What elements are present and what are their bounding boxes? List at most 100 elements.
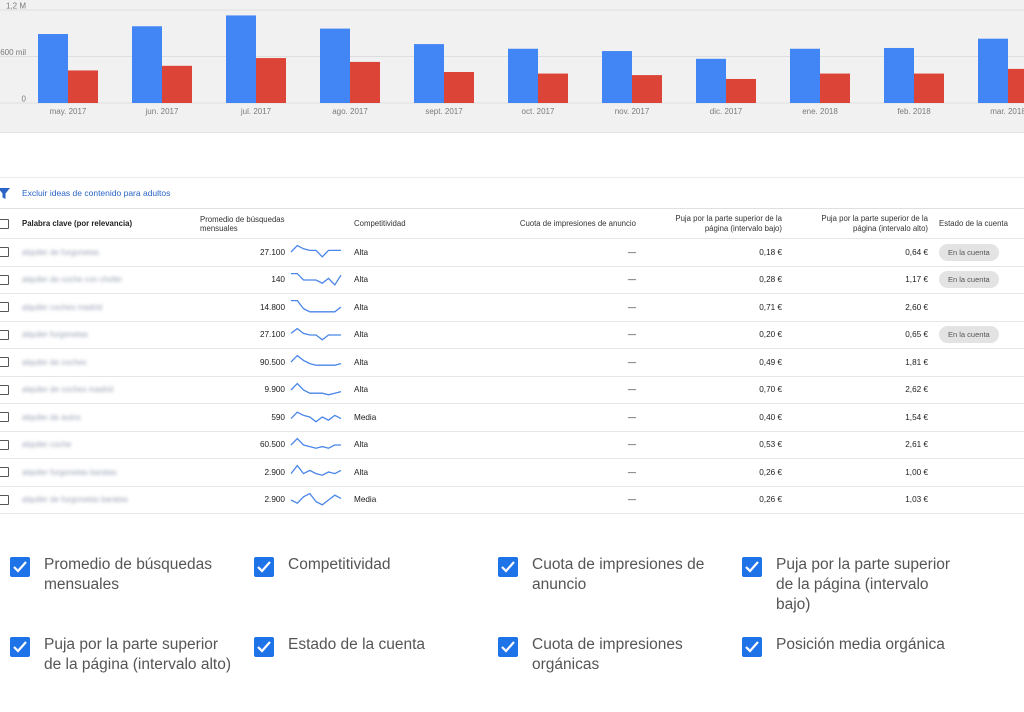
column-option[interactable]: Estado de la cuenta <box>254 635 478 657</box>
column-option[interactable]: Puja por la parte superior de la página … <box>10 635 234 675</box>
column-option[interactable]: Competitividad <box>254 555 478 577</box>
table-row[interactable]: alquiler de coches madrid 9.900 Alta — 0,70 … <box>0 377 1024 404</box>
header-keyword[interactable]: Palabra clave (por relevancia) <box>22 209 202 238</box>
bar-series-1[interactable] <box>696 58 726 103</box>
table-header-row: Palabra clave (por relevancia) Promedio … <box>0 209 1024 239</box>
sparkline-line <box>290 411 342 423</box>
bar-series-2[interactable] <box>538 73 568 103</box>
row-checkbox[interactable] <box>0 247 9 258</box>
header-competition[interactable]: Competitividad <box>354 209 434 238</box>
column-option-label: Cuota de impresiones orgánicas <box>532 636 683 673</box>
keyword-cell[interactable]: alquiler de autos <box>22 404 202 431</box>
sparkline-line <box>290 354 342 367</box>
header-account-status[interactable]: Estado de la cuenta <box>939 209 1024 238</box>
table-row[interactable]: alquiler coches madrid 14.800 Alta — 0,71 € 2… <box>0 294 1024 322</box>
row-checkbox[interactable] <box>0 302 9 313</box>
avg-searches-value: 14.800 <box>259 302 285 312</box>
bar-series-2[interactable] <box>632 75 662 103</box>
bar-series-1[interactable] <box>132 26 162 103</box>
x-tick-label: dic. 2017 <box>710 107 743 116</box>
avg-searches-cell: 590 <box>200 404 285 431</box>
exclude-adult-ideas-link[interactable]: Excluir ideas de contenido para adultos <box>22 188 171 198</box>
bar-series-2[interactable] <box>256 58 286 103</box>
impression-share-cell: — <box>440 404 636 431</box>
bar-series-2[interactable] <box>914 73 944 103</box>
bar-series-2[interactable] <box>350 61 380 103</box>
check-icon <box>745 641 759 653</box>
checkbox-checked-icon[interactable] <box>10 637 30 657</box>
column-option[interactable]: Posición media orgánica <box>742 635 966 657</box>
x-tick-label: ene. 2018 <box>802 107 838 116</box>
trend-sparkline <box>289 487 345 514</box>
keyword-cell[interactable]: alquiler furgonetas baratas <box>22 459 202 486</box>
column-option[interactable]: Promedio de búsquedas mensuales <box>10 555 234 595</box>
column-option-label: Promedio de búsquedas mensuales <box>44 556 213 593</box>
sparkline-svg <box>290 245 341 258</box>
row-checkbox[interactable] <box>0 412 9 423</box>
bid-low-cell: 0,70 € <box>640 377 782 404</box>
bar-series-2[interactable] <box>162 65 192 103</box>
checkbox-checked-icon[interactable] <box>254 557 274 577</box>
header-impression-share[interactable]: Cuota de impresiones de anuncio <box>440 209 636 238</box>
row-checkbox[interactable] <box>0 274 9 285</box>
bar-series-1[interactable] <box>508 48 538 103</box>
header-bid-low[interactable]: Puja por la parte superior de la página (… <box>640 209 782 238</box>
table-row[interactable]: alquiler furgonetas baratas 2.900 Alta — 0,2… <box>0 459 1024 487</box>
row-checkbox[interactable] <box>0 357 9 368</box>
bar-series-1[interactable] <box>38 34 68 103</box>
table-row[interactable]: alquiler furgonetas 27.100 Alta — 0,20 € 0,65… <box>0 322 1024 349</box>
table-row[interactable]: alquiler de furgonetas 27.100 Alta — 0,18 € 0… <box>0 239 1024 267</box>
check-icon <box>257 641 271 653</box>
table-row[interactable]: alquiler coche 60.500 Alta — 0,53 € 2,61 € <box>0 432 1024 459</box>
filter-icon[interactable] <box>0 188 10 200</box>
bar-series-1[interactable] <box>226 15 256 103</box>
keyword-cell[interactable]: alquiler de coches madrid <box>22 377 202 404</box>
bar-series-2[interactable] <box>68 70 98 103</box>
select-all-checkbox[interactable] <box>0 218 9 229</box>
column-option[interactable]: Cuota de impresiones de anuncio <box>498 555 722 595</box>
bar-series-2[interactable] <box>1008 68 1024 103</box>
bar-series-1[interactable] <box>414 44 444 103</box>
checkbox-checked-icon[interactable] <box>498 557 518 577</box>
row-checkbox[interactable] <box>0 494 9 505</box>
keyword-cell[interactable]: alquiler furgonetas <box>22 322 202 349</box>
bid-low-cell: 0,71 € <box>640 294 782 321</box>
keyword-cell[interactable]: alquiler de coches <box>22 349 202 376</box>
checkbox-checked-icon[interactable] <box>10 557 30 577</box>
bar-series-1[interactable] <box>884 47 914 103</box>
check-icon <box>13 561 27 573</box>
header-bid-high[interactable]: Puja por la parte superior de la página (… <box>786 209 928 238</box>
row-checkbox[interactable] <box>0 329 9 340</box>
row-checkbox[interactable] <box>0 439 9 450</box>
table-row[interactable]: alquiler de coches 90.500 Alta — 0,49 € 1,81 … <box>0 349 1024 377</box>
bar-series-2[interactable] <box>820 73 850 103</box>
bar-series-1[interactable] <box>320 28 350 104</box>
account-status-cell <box>939 294 1024 321</box>
keyword-cell[interactable]: alquiler coche <box>22 432 202 459</box>
table-row[interactable]: alquiler de coche con chofer 140 Alta — 0,28… <box>0 267 1024 294</box>
table-row[interactable]: alquiler de autos 590 Media — 0,40 € 1,54 € <box>0 404 1024 432</box>
column-option[interactable]: Puja por la parte superior de la página … <box>742 555 966 615</box>
impression-share-cell: — <box>440 459 636 486</box>
row-checkbox[interactable] <box>0 467 9 478</box>
keyword-cell[interactable]: alquiler de furgonetas <box>22 239 202 266</box>
keyword-cell[interactable]: alquiler de furgonetas baratas <box>22 487 202 514</box>
table-row[interactable]: alquiler de furgonetas baratas 2.900 Media… <box>0 487 1024 514</box>
column-option[interactable]: Cuota de impresiones orgánicas <box>498 635 722 675</box>
checkbox-checked-icon[interactable] <box>742 557 762 577</box>
bar-series-1[interactable] <box>790 48 820 103</box>
bar-series-2[interactable] <box>726 78 756 103</box>
competition-value: Media <box>354 495 377 505</box>
keyword-cell[interactable]: alquiler coches madrid <box>22 294 202 321</box>
avg-searches-cell: 90.500 <box>200 349 285 376</box>
row-checkbox[interactable] <box>0 384 9 395</box>
bid-high-cell: 1,00 € <box>786 459 928 486</box>
checkbox-checked-icon[interactable] <box>742 637 762 657</box>
bar-series-1[interactable] <box>602 51 632 103</box>
keyword-cell[interactable]: alquiler de coche con chofer <box>22 267 202 294</box>
bar-series-1[interactable] <box>978 38 1008 103</box>
bar-series-2[interactable] <box>444 72 474 103</box>
checkbox-checked-icon[interactable] <box>254 637 274 657</box>
checkbox-checked-icon[interactable] <box>498 637 518 657</box>
header-avg-searches[interactable]: Promedio de búsquedas mensuales <box>200 209 285 238</box>
